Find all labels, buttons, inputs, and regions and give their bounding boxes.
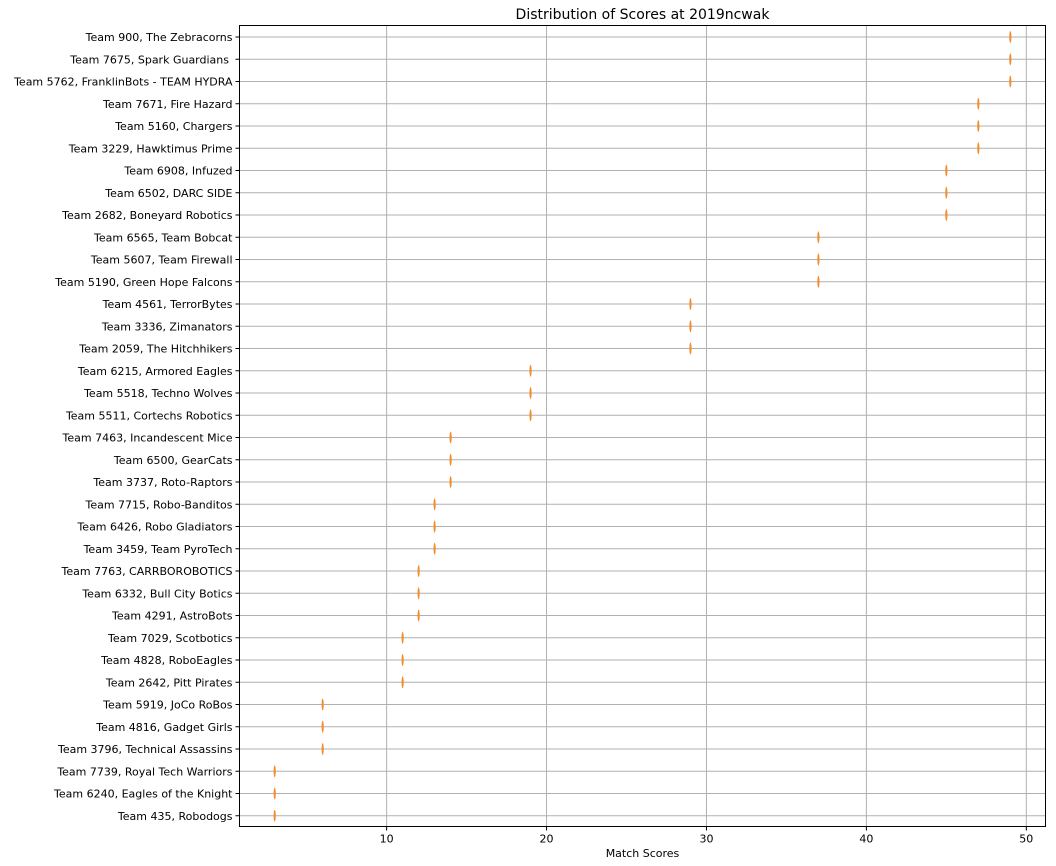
- y-tick-label: Team 7675, Spark Guardians: [69, 53, 232, 66]
- score-marker: [401, 654, 404, 666]
- x-tick-label: 40: [859, 833, 873, 846]
- score-marker: [401, 631, 404, 644]
- y-tick-label: Team 6565, Team Bobcat: [93, 231, 233, 244]
- score-marker: [817, 253, 820, 266]
- score-marker: [689, 342, 692, 355]
- y-tick-label: Team 7029, Scotbotics: [107, 632, 233, 645]
- score-marker: [945, 164, 948, 177]
- y-tick-label: Team 5160, Chargers: [114, 120, 233, 133]
- y-tick-label: Team 4291, AstroBots: [111, 610, 233, 623]
- y-tick-label: Team 7715, Robo-Banditos: [84, 498, 232, 511]
- score-marker: [977, 142, 980, 155]
- score-marker: [689, 320, 692, 333]
- score-marker: [529, 387, 532, 399]
- score-marker: [449, 476, 452, 488]
- score-marker: [817, 231, 820, 244]
- y-tick-label: Team 3336, Zimanators: [101, 320, 233, 333]
- score-marker: [417, 609, 420, 622]
- x-tick-label: 20: [540, 833, 554, 846]
- score-marker: [1009, 31, 1012, 43]
- score-marker: [433, 542, 436, 555]
- y-tick-label: Team 7671, Fire Hazard: [102, 98, 233, 111]
- y-tick-label: Team 4816, Gadget Girls: [95, 721, 233, 734]
- y-tick-label: Team 5607, Team Firewall: [90, 254, 233, 267]
- x-tick-label: 30: [699, 833, 713, 846]
- y-tick-label: Team 7463, Incandescent Mice: [62, 432, 233, 445]
- y-tick-label: Team 5762, FranklinBots - TEAM HYDRA: [13, 76, 233, 89]
- y-tick-label: Team 900, The Zebracorns: [85, 31, 233, 44]
- plot-frame: [239, 25, 1046, 827]
- score-marker: [945, 209, 948, 221]
- y-tick-label: Team 6500, GearCats: [113, 454, 233, 467]
- y-tick-label: Team 3229, Hawktimus Prime: [68, 142, 233, 155]
- score-marker: [417, 565, 420, 577]
- y-tick-label: Team 5919, JoCo RoBos: [102, 699, 233, 712]
- y-tick-label: Team 4561, TerrorBytes: [102, 298, 233, 311]
- score-marker: [1009, 53, 1012, 66]
- score-marker: [321, 743, 324, 755]
- score-marker: [273, 809, 276, 822]
- grid-lines: [235, 25, 1046, 831]
- y-tick-label: Team 3459, Team PyroTech: [83, 543, 233, 556]
- y-tick-label: Team 5511, Cortechs Robotics: [65, 409, 233, 422]
- y-tick-label: Team 3737, Roto-Raptors: [92, 476, 232, 489]
- y-tick-label: Team 5190, Green Hope Falcons: [54, 276, 232, 289]
- score-marker: [945, 186, 948, 199]
- score-marker: [977, 97, 980, 110]
- y-tick-label: Team 3796, Technical Assassins: [57, 743, 233, 756]
- score-marker: [321, 698, 324, 711]
- score-marker: [401, 676, 404, 689]
- y-tick-label: Team 7763, CARRBOROBOTICS: [61, 565, 233, 578]
- x-tick-label: 10: [380, 833, 394, 846]
- y-tick-label: Team 6908, Infuzed: [123, 165, 232, 178]
- score-marker: [449, 453, 452, 466]
- score-marker: [417, 587, 420, 600]
- y-tick-labels: Team 900, The Zebracorns Team 7675, Spark…: [13, 31, 233, 823]
- y-tick-label: Team 5518, Techno Wolves: [83, 387, 233, 400]
- chart-title: Distribution of Scores at 2019ncwak: [516, 7, 771, 23]
- score-marker: [273, 765, 276, 778]
- y-tick-label: Team 6502, DARC SIDE: [104, 187, 232, 200]
- y-tick-label: Team 2682, Boneyard Robotics: [61, 209, 233, 222]
- x-axis-label: Match Scores: [606, 847, 680, 860]
- score-markers: [273, 31, 1012, 822]
- y-tick-label: Team 7739, Royal Tech Warriors: [56, 765, 232, 778]
- x-tick-label: 50: [1019, 833, 1033, 846]
- y-tick-label: Team 435, Robodogs: [117, 810, 233, 823]
- score-marker: [433, 498, 436, 511]
- y-tick-label: Team 4828, RoboEagles: [100, 654, 233, 667]
- score-marker: [689, 298, 692, 310]
- score-marker: [321, 720, 324, 733]
- y-tick-label: Team 6426, Robo Gladiators: [76, 521, 232, 534]
- score-marker: [1009, 75, 1012, 88]
- score-marker: [449, 431, 452, 444]
- score-marker: [529, 409, 532, 422]
- y-tick-label: Team 6332, Bull City Botics: [81, 587, 232, 600]
- y-tick-label: Team 2642, Pitt Pirates: [105, 676, 233, 689]
- score-marker: [433, 520, 436, 533]
- score-marker: [977, 120, 980, 132]
- score-marker: [529, 364, 532, 377]
- score-marker: [273, 787, 276, 800]
- y-tick-label: Team 6240, Eagles of the Knight: [53, 788, 233, 801]
- y-tick-label: Team 6215, Armored Eagles: [77, 365, 233, 378]
- score-marker: [817, 275, 820, 288]
- y-tick-label: Team 2059, The Hitchhikers: [78, 343, 232, 356]
- x-tick-labels: 10 20 30 40 50: [380, 833, 1034, 846]
